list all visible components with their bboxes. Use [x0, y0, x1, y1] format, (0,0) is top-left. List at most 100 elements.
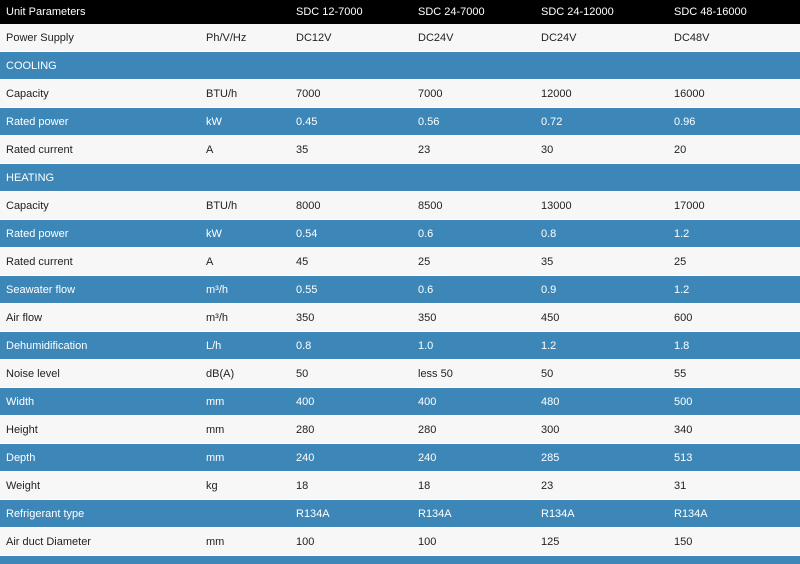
value: 0.6: [412, 275, 535, 304]
value: DC12V: [290, 24, 412, 52]
section-title: HEATING: [0, 163, 800, 192]
spec-row: Sea water pipe Diametermm16161616: [0, 555, 800, 564]
value: 0.54: [290, 219, 412, 248]
value: 16: [668, 555, 800, 564]
unit: kW: [200, 219, 290, 248]
value: 480: [535, 387, 668, 416]
value: 18: [412, 471, 535, 500]
unit-cell: [200, 499, 290, 528]
param-name: Dehumidification: [0, 331, 200, 360]
param-name: Noise level: [0, 359, 200, 388]
value: 17000: [668, 191, 800, 220]
value: 1.2: [535, 331, 668, 360]
param-name: Capacity: [0, 191, 200, 220]
unit: kW: [200, 107, 290, 136]
spec-row: Rated current A 35 23 30 20: [0, 135, 800, 164]
spec-row: Rated current A 45 25 35 25: [0, 247, 800, 276]
section-title: COOLING: [0, 51, 800, 80]
unit: dB(A): [200, 359, 290, 388]
param-name: Rated current: [0, 135, 200, 164]
value: DC24V: [535, 24, 668, 52]
spec-row: Rated power kW 0.45 0.56 0.72 0.96: [0, 107, 800, 136]
value: 500: [668, 387, 800, 416]
value: 1.8: [668, 331, 800, 360]
spec-row: Rated power kW 0.54 0.6 0.8 1.2: [0, 219, 800, 248]
value: 0.8: [535, 219, 668, 248]
value: 0.55: [290, 275, 412, 304]
unit: Ph/V/Hz: [200, 24, 290, 52]
param-name: Power Supply: [0, 24, 200, 52]
value: R134A: [290, 499, 412, 528]
value: 23: [412, 135, 535, 164]
unit: mm: [200, 555, 290, 564]
unit: A: [200, 247, 290, 276]
header-label: Unit Parameters: [0, 0, 200, 24]
value: 16: [535, 555, 668, 564]
spec-row: Air flow m³/h 350 350 450 600: [0, 303, 800, 332]
param-name: Sea water pipe Diameter: [0, 555, 200, 564]
param-name: Depth: [0, 443, 200, 472]
param-name: Width: [0, 387, 200, 416]
value: 45: [290, 247, 412, 276]
unit: BTU/h: [200, 79, 290, 108]
value: 8000: [290, 191, 412, 220]
param-name: Rated current: [0, 247, 200, 276]
param-name: Weight: [0, 471, 200, 500]
value: 18: [290, 471, 412, 500]
value: 0.96: [668, 107, 800, 136]
value: 600: [668, 303, 800, 332]
param-name: Height: [0, 415, 200, 444]
value: 513: [668, 443, 800, 472]
section-row: HEATING: [0, 163, 800, 192]
model-name: SDC 24-7000: [412, 0, 535, 24]
unit: mm: [200, 527, 290, 556]
spec-row: Refrigerant type R134A R134A R134A R134A: [0, 499, 800, 528]
value: 0.9: [535, 275, 668, 304]
param-name: Refrigerant type: [0, 499, 200, 528]
spec-row: Depth mm 240 240 285 513: [0, 443, 800, 472]
value: DC48V: [668, 24, 800, 52]
unit: BTU/h: [200, 191, 290, 220]
value: 1.2: [668, 275, 800, 304]
value: 0.56: [412, 107, 535, 136]
value: R134A: [668, 499, 800, 528]
value: 25: [668, 247, 800, 276]
param-name: Air flow: [0, 303, 200, 332]
section-row: COOLING: [0, 51, 800, 80]
value: 285: [535, 443, 668, 472]
value: 25: [412, 247, 535, 276]
value: DC24V: [412, 24, 535, 52]
value: 350: [290, 303, 412, 332]
value: 13000: [535, 191, 668, 220]
value: 16: [290, 555, 412, 564]
param-name: Air duct Diameter: [0, 527, 200, 556]
value: 100: [412, 527, 535, 556]
value: 0.72: [535, 107, 668, 136]
value: 400: [290, 387, 412, 416]
header-row: Unit Parameters SDC 12-7000 SDC 24-7000 SDC…: [0, 0, 800, 24]
value: 55: [668, 359, 800, 388]
spec-row: Height mm 280 280 300 340: [0, 415, 800, 444]
spec-row: Capacity BTU/h 7000 7000 12000 16000: [0, 79, 800, 108]
value: 31: [668, 471, 800, 500]
value: 50: [535, 359, 668, 388]
spec-row: Dehumidification L/h 0.8 1.0 1.2 1.8: [0, 331, 800, 360]
value: 16: [412, 555, 535, 564]
model-name: SDC 48-16000: [668, 0, 800, 24]
param-name: Seawater flow: [0, 275, 200, 304]
value: less 50: [412, 359, 535, 388]
model-name: SDC 24-12000: [535, 0, 668, 24]
value: 7000: [412, 79, 535, 108]
param-name: Rated power: [0, 219, 200, 248]
value: 350: [412, 303, 535, 332]
unit: kg: [200, 471, 290, 500]
value: 0.6: [412, 219, 535, 248]
value: 450: [535, 303, 668, 332]
value: 20: [668, 135, 800, 164]
value: 35: [290, 135, 412, 164]
param-name: Capacity: [0, 79, 200, 108]
value: 23: [535, 471, 668, 500]
